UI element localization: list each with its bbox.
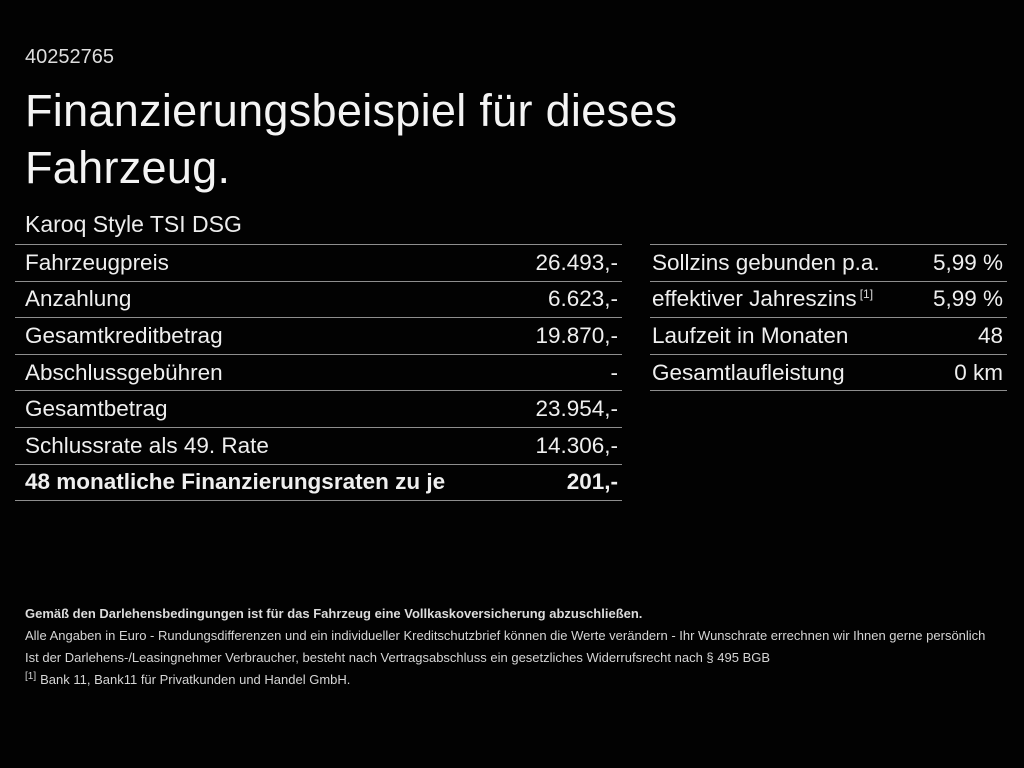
vehicle-model: Karoq Style TSI DSG [25, 211, 242, 237]
row-label: Sollzins gebunden p.a. [652, 249, 880, 275]
page-title-line1: Finanzierungsbeispiel für dieses [25, 85, 678, 136]
row-value: 19.870,- [535, 322, 618, 348]
table-row-anzahlung: Anzahlung 6.623,- [15, 282, 622, 319]
interest-details-table: Sollzins gebunden p.a. 5,99 % effektiver… [650, 244, 1007, 392]
financing-details-table: Fahrzeugpreis 26.493,- Anzahlung 6.623,-… [15, 244, 622, 502]
row-value: 201,- [566, 469, 618, 495]
row-value: 26.493,- [535, 249, 618, 275]
page-title-line2: Fahrzeug. [25, 142, 231, 193]
row-label: Gesamtkreditbetrag [25, 322, 223, 348]
row-value: 6.623,- [547, 286, 618, 312]
row-label: 48 monatliche Finanzierungsraten zu je [25, 469, 446, 495]
table-row-monatsrate: 48 monatliche Finanzierungsraten zu je 2… [15, 465, 622, 502]
row-value: - [610, 359, 619, 385]
row-value: 48 [977, 322, 1003, 348]
row-label: Fahrzeugpreis [25, 249, 169, 275]
disclaimer-line-1: Alle Angaben in Euro - Rundungsdifferenz… [25, 628, 986, 643]
row-label: Gesamtlaufleistung [652, 359, 845, 385]
footnote-marker: [1] [859, 286, 874, 301]
document-id: 40252765 [25, 46, 114, 68]
insurance-requirement-note: Gemäß den Darlehensbedingungen ist für d… [25, 606, 643, 621]
row-label: effektiver Jahreszins [1] [652, 286, 873, 312]
disclaimer-line-2: Ist der Darlehens-/Leasingnehmer Verbrau… [25, 650, 771, 665]
table-row-gesamtkreditbetrag: Gesamtkreditbetrag 19.870,- [15, 318, 622, 355]
bank-footnote: [1] Bank 11, Bank11 für Privatkunden und … [25, 670, 1004, 688]
row-value: 23.954,- [535, 396, 618, 422]
row-label: Abschlussgebühren [25, 359, 223, 385]
row-value: 5,99 % [932, 249, 1003, 275]
table-row-gesamtbetrag: Gesamtbetrag 23.954,- [15, 391, 622, 428]
table-row-abschlussgebuehren: Abschlussgebühren - [15, 355, 622, 392]
table-row-fahrzeugpreis: Fahrzeugpreis 26.493,- [15, 245, 622, 282]
row-label-text: effektiver Jahreszins [652, 286, 857, 312]
table-row-sollzins: Sollzins gebunden p.a. 5,99 % [650, 245, 1007, 282]
row-label: Anzahlung [25, 286, 132, 312]
footnote-marker: [1] [25, 670, 37, 682]
row-value: 5,99 % [932, 286, 1003, 312]
table-row-effektiver-jahreszins: effektiver Jahreszins [1] 5,99 % [650, 282, 1007, 319]
footnote-text: Bank 11, Bank11 für Privatkunden und Han… [40, 672, 351, 687]
row-value: 0 km [954, 359, 1003, 385]
row-label: Laufzeit in Monaten [652, 322, 849, 348]
row-label: Schlussrate als 49. Rate [25, 432, 269, 458]
row-value: 14.306,- [535, 432, 618, 458]
table-row-schlussrate: Schlussrate als 49. Rate 14.306,- [15, 428, 622, 465]
row-label: Gesamtbetrag [25, 396, 168, 422]
page-title: Finanzierungsbeispiel für dieses Fahrzeug… [25, 82, 677, 196]
table-row-laufzeit: Laufzeit in Monaten 48 [650, 318, 1007, 355]
table-row-gesamtlaufleistung: Gesamtlaufleistung 0 km [650, 355, 1007, 392]
